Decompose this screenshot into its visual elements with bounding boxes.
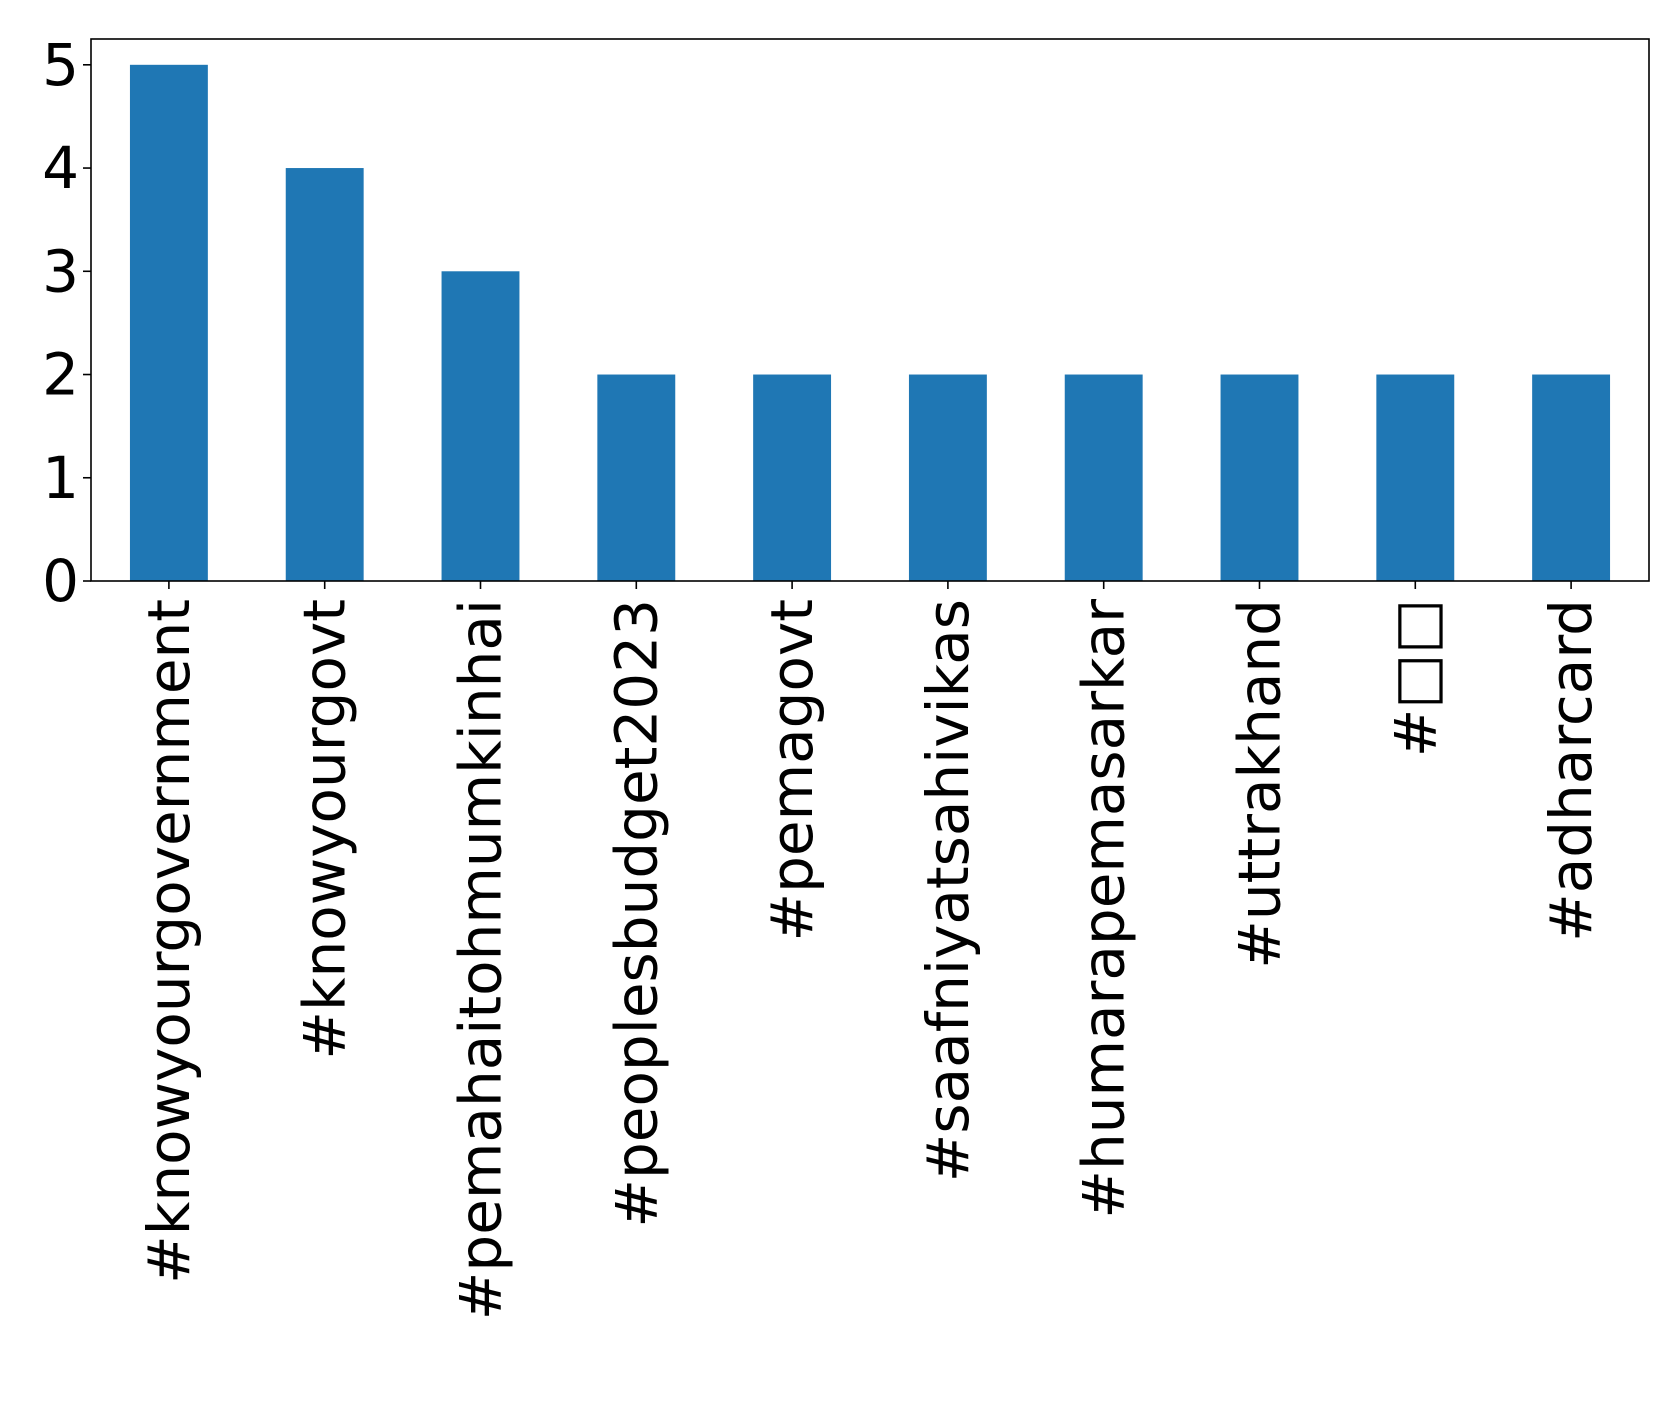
x-tick-label: #uttrakhand [1226,599,1294,969]
x-tick-label: #peoplesbudget2023 [602,599,670,1228]
y-axis: 0 1 2 3 4 5 [42,31,91,615]
y-tick-label: 5 [42,31,79,99]
bar [753,374,832,581]
x-tick-label: #□□ [1381,599,1449,757]
x-tick-label: #adharcard [1537,599,1605,942]
plot-frame [90,38,1650,582]
x-axis: #knowyourgovernment #knowyourgovt #pemahai… [135,581,1605,1320]
y-tick-label: 2 [42,341,79,409]
bar [1220,374,1299,581]
x-tick-label: #pemagovt [758,599,826,942]
bar [285,168,364,582]
bar [441,271,520,581]
x-tick-label: #pemahaitohmumkinhai [447,599,515,1320]
bar [1064,374,1143,581]
bar [1532,374,1611,581]
x-tick-label: #knowyourgovernment [135,599,203,1284]
y-tick-label: 4 [42,134,79,202]
bar [597,374,676,581]
bar [1376,374,1455,581]
x-tick-label: #saafniyatsahivikas [914,599,982,1182]
x-tick-label: #humarapemasarkar [1070,599,1138,1219]
bar [129,64,208,582]
bar [908,374,987,581]
y-tick-label: 1 [42,444,79,512]
x-tick-label: #knowyourgovt [291,599,359,1060]
y-tick-label: 3 [42,237,79,305]
bars-group [129,64,1611,582]
y-tick-label: 0 [42,547,79,615]
